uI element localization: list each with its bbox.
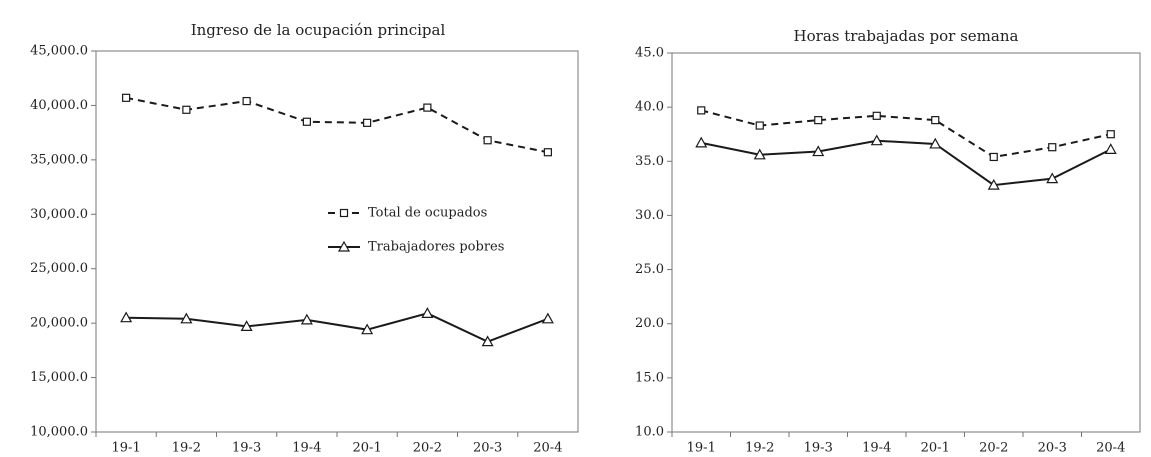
marker [1104, 143, 1117, 154]
marker [1048, 143, 1057, 152]
marker [987, 178, 1000, 190]
y-tick-label: 45.0 [635, 46, 664, 61]
y-tick-label: 10.0 [635, 425, 664, 440]
marker [1106, 130, 1115, 139]
marker [697, 106, 706, 115]
marker [240, 320, 253, 332]
marker [421, 307, 434, 318]
y-tick-label: 20,000.0 [30, 316, 88, 331]
x-tick-label: 19-3 [804, 441, 833, 456]
series-line [701, 139, 1112, 187]
marker [541, 312, 554, 324]
marker [120, 311, 133, 323]
y-tick-label: 35.0 [635, 154, 664, 169]
series-line [700, 109, 1111, 159]
marker [242, 96, 251, 106]
x-tick-label: 19-1 [687, 441, 716, 456]
x-tick-label: 20-2 [979, 441, 1008, 456]
y-tick-label: 40.0 [635, 100, 664, 115]
marker [931, 116, 940, 125]
marker [337, 240, 351, 252]
y-tick-label: 40,000.0 [30, 98, 88, 113]
x-tick-label: 20-3 [473, 441, 502, 456]
y-tick-label: 10,000.0 [30, 425, 88, 440]
y-tick-label: 15,000.0 [30, 370, 88, 385]
chart-title: Ingreso de la ocupación principal [191, 21, 446, 39]
legend-label: Trabajadores pobres [368, 240, 504, 255]
x-tick-label: 20-3 [1038, 441, 1067, 456]
marker [300, 313, 313, 325]
series-line [126, 312, 549, 343]
x-tick-label: 19-2 [745, 441, 774, 456]
marker [363, 118, 372, 127]
x-tick-label: 19-3 [232, 441, 261, 456]
x-tick-label: 19-4 [292, 441, 321, 456]
series-line [125, 96, 549, 154]
plot-area [671, 52, 1141, 433]
marker [1046, 172, 1059, 184]
marker [182, 105, 191, 114]
x-tick-label: 20-4 [1096, 441, 1125, 456]
marker [543, 148, 552, 157]
marker [929, 137, 942, 149]
x-tick-label: 19-2 [172, 441, 201, 456]
marker [180, 312, 193, 324]
y-tick-label: 25.0 [635, 262, 664, 277]
x-tick-label: 20-1 [353, 441, 382, 456]
x-tick-label: 20-4 [533, 441, 562, 456]
x-tick-label: 20-2 [413, 441, 442, 456]
marker [302, 117, 311, 126]
marker [753, 148, 766, 160]
marker [361, 323, 374, 335]
marker [481, 335, 494, 347]
y-tick-label: 35,000.0 [30, 152, 88, 167]
x-tick-label: 19-1 [112, 441, 141, 456]
marker [872, 111, 881, 120]
marker [339, 208, 349, 218]
marker [755, 121, 764, 130]
marker [122, 93, 131, 102]
legend-label: Total de ocupados [368, 206, 487, 221]
y-tick-label: 45,000.0 [30, 44, 88, 59]
marker [870, 134, 883, 146]
y-tick-label: 30.0 [635, 208, 664, 223]
marker [814, 116, 823, 125]
x-tick-label: 20-1 [921, 441, 950, 456]
y-tick-label: 20.0 [635, 316, 664, 331]
marker [483, 136, 492, 145]
y-tick-label: 25,000.0 [30, 261, 88, 276]
y-tick-label: 30,000.0 [30, 207, 88, 222]
chart-title: Horas trabajadas por semana [794, 27, 1019, 45]
marker [812, 145, 825, 157]
marker [695, 136, 708, 148]
y-tick-label: 15.0 [635, 370, 664, 385]
marker [989, 152, 998, 162]
plot-area [95, 50, 579, 433]
marker [423, 103, 432, 112]
x-tick-label: 19-4 [862, 441, 891, 456]
